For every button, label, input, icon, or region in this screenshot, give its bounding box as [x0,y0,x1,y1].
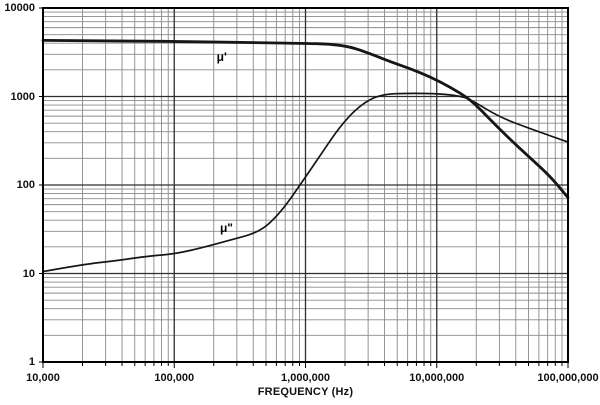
mu-double-prime-curve [42,92,569,273]
y-axis-tick-label: 10 [22,267,35,280]
x-axis-tick-label: 10,000 [26,372,60,384]
x-axis-tick-label: 1,000,000 [281,372,330,384]
y-axis-tick-label: 1000 [10,90,35,103]
mu-prime-curve-label: μ' [216,49,227,64]
y-axis-tick-label: 1 [28,356,35,368]
x-axis-tick-label: 10,000,000 [409,372,465,384]
y-axis-tick-label: 10000 [4,2,35,14]
x-axis-tick-label: 100,000 [154,372,195,384]
mu-double-prime-curve-label: μ" [219,220,233,235]
x-axis-title: FREQUENCY (Hz) [257,386,354,398]
mu-prime-curve [41,39,570,199]
plot-border [42,7,569,363]
y-axis-tick-label: 100 [16,179,35,191]
x-axis-tick-label: 100,000,000 [537,372,599,384]
